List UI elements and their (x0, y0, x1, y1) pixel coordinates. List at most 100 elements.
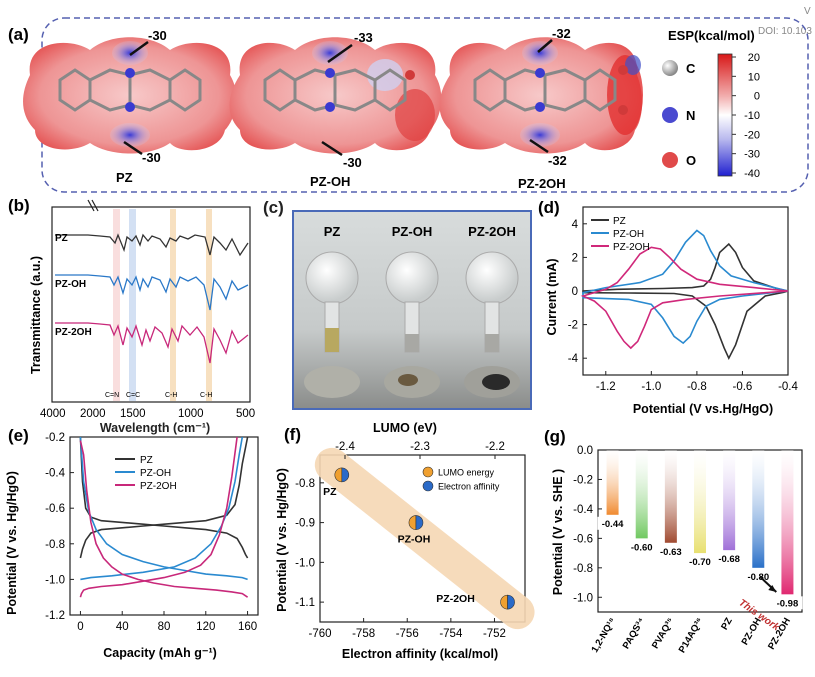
ir-xtick: 500 (236, 408, 255, 420)
ir-label-pz: PZ (55, 233, 68, 244)
nitrogen-atom-icon (662, 107, 678, 123)
carbon-atom-icon (662, 60, 678, 76)
band-label-cn: C=N (105, 392, 119, 399)
ea-xtick-label: -760 (308, 628, 331, 640)
lumo-legend-icon (422, 466, 434, 478)
gcd-series-pz-2oh-discharge (79, 440, 249, 598)
band-cc (129, 209, 136, 401)
cv-legend-label: PZ-OH (613, 229, 644, 240)
bar-ytick-label: 0.0 (577, 445, 593, 457)
bar-value-bg (685, 555, 715, 569)
panel-b-ylabel: Transmittance (a.u.) (29, 256, 43, 374)
panel-g-label: (g) (544, 427, 566, 446)
vial-pz-oh (384, 251, 440, 398)
gcd-series-pz-2oh-charge (79, 436, 238, 598)
panel-d-cv-chart: (d) Current (mA) Potential (V vs.Hg/HgO)… (538, 198, 799, 416)
panel-c-label: (c) (263, 198, 284, 217)
panel-d-xlabel: Potential (V vs.Hg/HgO) (633, 402, 773, 416)
gcd-legend-label: PZ (140, 455, 153, 466)
ir-xtick: 1000 (178, 408, 204, 420)
gcd-ytick-label: -0.2 (45, 432, 65, 444)
panel-g-bar-chart: (g) Potential (V vs. SHE ) 0.0 -0.2 -0.4 -0… (544, 427, 803, 655)
bar-value-label: -0.80 (747, 572, 769, 583)
gcd-series-pz-oh-discharge (79, 436, 248, 581)
cv-ytick-label: -4 (568, 353, 579, 365)
esp-map-pz-2oh (439, 37, 643, 154)
pz-oh-name: PZ-OH (310, 174, 350, 189)
panel-b-xlabel: Wavelength (cm⁻¹) (99, 421, 211, 435)
gcd-ytick-label: -0.6 (45, 503, 65, 515)
gcd-xtick-label: 160 (238, 621, 257, 633)
ea-marker (341, 467, 350, 483)
esp-tick-label: -40 (744, 168, 760, 180)
bar-ytick-label: -0.2 (573, 474, 593, 486)
pz-oh-bottom-value: -30 (343, 155, 362, 170)
esp-tick-label: -30 (744, 149, 760, 161)
lumo-marker (334, 467, 343, 483)
panel-a: (a) V DOI: 10.103 -30 -30 PZ (8, 6, 812, 193)
ea-xtick-label: -752 (483, 628, 506, 640)
ir-xtick: 4000 (40, 408, 66, 420)
bar-value-label: -0.44 (602, 519, 624, 530)
bar-value-label: -0.63 (660, 547, 682, 558)
pz-2oh-top-value: -32 (552, 26, 571, 41)
lumo-marker (500, 594, 508, 610)
ea-ytick-label: -0.8 (295, 478, 315, 490)
cv-series-pz-2oh (580, 246, 789, 350)
esp-tick-label: -10 (744, 110, 760, 122)
esp-tick-label: 10 (748, 71, 760, 83)
bar-value-label: -0.68 (718, 554, 740, 565)
gcd-ytick-label: -1.0 (45, 574, 65, 586)
bar-5 (752, 450, 765, 568)
bar-category-label: PAQS³⁴ (621, 616, 648, 651)
bar-0 (606, 450, 619, 515)
bar-value-bg (655, 544, 686, 558)
panel-b-label: (b) (8, 196, 30, 215)
panel-g-ylabel: Potential (V vs. SHE ) (551, 469, 565, 595)
ea-ytick-label: -1.1 (295, 597, 315, 609)
bar-ytick-label: -1.0 (573, 592, 593, 604)
panel-e-gcd-chart: (e) Potential (V vs. Hg/HgO) Capacity (m… (5, 426, 259, 660)
panel-e-xlabel: Capacity (mAh g⁻¹) (103, 646, 217, 660)
vial-pz-2oh (464, 251, 520, 398)
lumo-tick-label: -2.3 (410, 441, 430, 453)
bar-ytick-label: -0.6 (573, 533, 593, 545)
gcd-xtick-label: 80 (158, 621, 171, 633)
cv-xtick-label: -1.0 (641, 381, 661, 393)
cv-ytick-label: 2 (572, 252, 578, 264)
pz-bottom-value: -30 (142, 150, 161, 165)
gcd-ytick-label: -0.8 (45, 539, 65, 551)
panel-f-xlabel: Electron affinity (kcal/mol) (342, 647, 498, 661)
cv-series-pz-oh (582, 229, 789, 345)
point-label: PZ (323, 486, 337, 498)
band-ch1 (170, 209, 176, 401)
bar-value-bg (772, 596, 803, 610)
vial-pz (304, 251, 360, 398)
corner-text: V (804, 6, 811, 17)
esp-ticks: 20 10 0 -10 -20 -30 -40 (732, 52, 760, 180)
ir-label-pz-oh: PZ-OH (55, 279, 86, 290)
bar-value-bg (626, 540, 657, 554)
panel-a-label: (a) (8, 25, 29, 44)
point-label: PZ-2OH (436, 593, 475, 605)
esp-map-pz (23, 37, 237, 154)
panel-d-label: (d) (538, 198, 560, 217)
bar-3 (694, 450, 706, 554)
scatter-legend-label: Electron affinity (438, 482, 500, 492)
bar-category-label: 1,2-NQ¹⁸ (590, 616, 619, 655)
bar-value-bg (597, 516, 628, 530)
cv-ytick-label: 0 (572, 286, 578, 298)
bar-1 (635, 450, 648, 539)
cv-ytick-label: 4 (572, 219, 579, 231)
lumo-marker (408, 515, 417, 530)
band-label-ch1: C-H (165, 392, 177, 399)
atom-label-c: C (686, 61, 696, 76)
ea-ytick-label: -0.9 (295, 518, 315, 530)
panel-e-ylabel: Potential (V vs. Hg/HgO) (5, 471, 19, 615)
photo-label-pz-oh: PZ-OH (392, 224, 432, 239)
panel-f-label: (f) (284, 425, 301, 444)
scatter-legend-label: LUMO energy (438, 468, 495, 478)
ea-marker (507, 594, 515, 610)
oxygen-atom-icon (662, 152, 678, 168)
band-cn (113, 209, 120, 401)
